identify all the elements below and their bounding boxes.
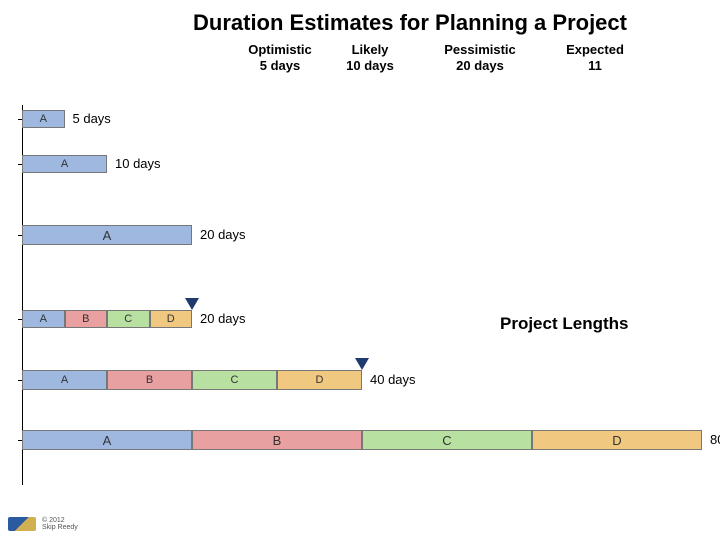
- bar-segment: D: [150, 310, 193, 328]
- copyright-line2: Skip Reedy: [42, 524, 78, 532]
- bar-segment: C: [362, 430, 532, 450]
- estimate-expected: Expected 11: [545, 42, 645, 75]
- copyright: © 2012 Skip Reedy: [42, 517, 78, 532]
- bar-segment: A: [22, 225, 192, 245]
- estimate-optimistic-value: 5 days: [235, 58, 325, 74]
- row-duration-label: 20 days: [200, 311, 246, 326]
- chart-area: A5 daysA10 daysA20 daysABCD20 daysABCD40…: [0, 105, 720, 500]
- estimates-header: Optimistic 5 days Likely 10 days Pessimi…: [0, 42, 720, 75]
- row-duration-label: 40 days: [370, 372, 416, 387]
- bar-segment: A: [22, 430, 192, 450]
- project-lengths-label: Project Lengths: [500, 314, 628, 334]
- estimate-optimistic-label: Optimistic: [235, 42, 325, 58]
- copyright-line1: © 2012: [42, 517, 78, 525]
- bar-segment: C: [192, 370, 277, 390]
- estimate-pessimistic-value: 20 days: [415, 58, 545, 74]
- estimate-likely-value: 10 days: [325, 58, 415, 74]
- bar-segment: B: [107, 370, 192, 390]
- triangle-marker-icon: [185, 298, 199, 310]
- bar-segment: C: [107, 310, 150, 328]
- row-duration-label: 5 days: [73, 111, 111, 126]
- estimate-pessimistic-label: Pessimistic: [415, 42, 545, 58]
- bar-segment: B: [65, 310, 108, 328]
- bar-segment: A: [22, 370, 107, 390]
- estimate-likely-label: Likely: [325, 42, 415, 58]
- bar-segment: A: [22, 310, 65, 328]
- estimate-expected-label: Expected: [545, 42, 645, 58]
- bar-segment: D: [532, 430, 702, 450]
- row-duration-label: 20 days: [200, 227, 246, 242]
- estimate-likely: Likely 10 days: [325, 42, 415, 75]
- row-duration-label: 80 days: [710, 432, 720, 447]
- page-title: Duration Estimates for Planning a Projec…: [0, 0, 720, 36]
- bar-segment: D: [277, 370, 362, 390]
- estimate-optimistic: Optimistic 5 days: [235, 42, 325, 75]
- logo-icon: [8, 517, 36, 531]
- bar-segment: A: [22, 110, 65, 128]
- bar-segment: B: [192, 430, 362, 450]
- triangle-marker-icon: [355, 358, 369, 370]
- estimate-pessimistic: Pessimistic 20 days: [415, 42, 545, 75]
- footer: © 2012 Skip Reedy: [8, 517, 78, 532]
- estimate-expected-value: 11: [545, 58, 645, 74]
- row-duration-label: 10 days: [115, 156, 161, 171]
- bar-segment: A: [22, 155, 107, 173]
